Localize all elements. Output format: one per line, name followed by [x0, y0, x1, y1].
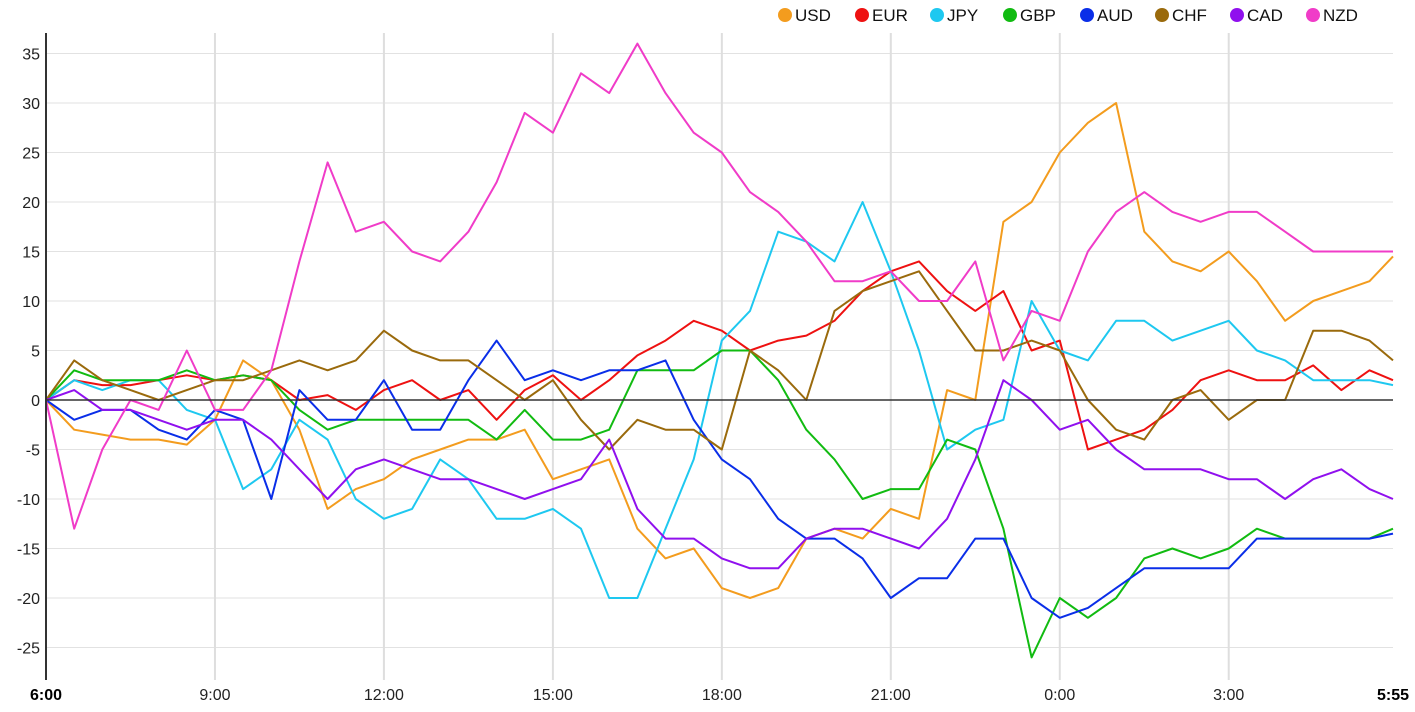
x-axis-ticks: 6:00 9:00 12:00 15:00 18:00 21:00 0:00 3:00 5:55 [30, 687, 1409, 704]
series-line-cad [45, 379, 1394, 570]
legend-item-chf[interactable]: CHF [1155, 6, 1207, 25]
series-line-eur [45, 260, 1394, 451]
legend-marker-icon [1003, 8, 1017, 22]
legend-marker-icon [1080, 8, 1094, 22]
y-tick-label: 20 [22, 195, 40, 212]
series-line-aud [45, 339, 1394, 619]
y-tick-label: -20 [17, 591, 40, 608]
legend-label: EUR [872, 6, 908, 25]
series-line-jpy [45, 201, 1394, 599]
legend-label: NZD [1323, 6, 1358, 25]
legend-label: USD [795, 6, 831, 25]
y-axis-ticks: 35 30 25 20 15 10 5 0 -5 -10 -15 -20 -25 [17, 47, 40, 658]
y-tick-label: 0 [31, 393, 40, 410]
y-tick-label: -10 [17, 492, 40, 509]
y-tick-label: 15 [22, 245, 40, 262]
y-tick-label: 25 [22, 146, 40, 163]
x-tick-label: 5:55 [1377, 687, 1409, 704]
y-tick-label: -25 [17, 641, 40, 658]
x-tick-label: 18:00 [702, 687, 742, 704]
grid [46, 33, 1393, 680]
x-tick-label: 15:00 [533, 687, 573, 704]
series-lines [45, 42, 1394, 659]
legend-item-nzd[interactable]: NZD [1306, 6, 1358, 25]
y-tick-label: -5 [26, 443, 40, 460]
legend-item-cad[interactable]: CAD [1230, 6, 1283, 25]
legend-marker-icon [1155, 8, 1169, 22]
x-tick-label: 3:00 [1213, 687, 1244, 704]
legend: USD EUR JPY GBP AUD CHF CAD NZD [778, 6, 1358, 25]
legend-item-eur[interactable]: EUR [855, 6, 908, 25]
x-tick-label: 0:00 [1044, 687, 1075, 704]
legend-label: GBP [1020, 6, 1056, 25]
legend-label: AUD [1097, 6, 1133, 25]
x-tick-label: 12:00 [364, 687, 404, 704]
y-tick-label: 30 [22, 96, 40, 113]
legend-item-jpy[interactable]: JPY [930, 6, 978, 25]
legend-label: JPY [947, 6, 978, 25]
y-tick-label: 5 [31, 344, 40, 361]
x-tick-label: 9:00 [199, 687, 230, 704]
legend-marker-icon [778, 8, 792, 22]
legend-item-usd[interactable]: USD [778, 6, 831, 25]
legend-item-gbp[interactable]: GBP [1003, 6, 1056, 25]
series-line-nzd [45, 42, 1393, 530]
series-line-gbp [45, 349, 1394, 659]
y-tick-label: 10 [22, 294, 40, 311]
x-tick-label: 6:00 [30, 687, 62, 704]
y-tick-label: 35 [22, 47, 40, 64]
legend-marker-icon [1230, 8, 1244, 22]
legend-marker-icon [855, 8, 869, 22]
x-tick-label: 21:00 [871, 687, 911, 704]
legend-marker-icon [930, 8, 944, 22]
legend-label: CAD [1247, 6, 1283, 25]
legend-item-aud[interactable]: AUD [1080, 6, 1133, 25]
y-tick-label: -15 [17, 542, 40, 559]
legend-marker-icon [1306, 8, 1320, 22]
legend-label: CHF [1172, 6, 1207, 25]
